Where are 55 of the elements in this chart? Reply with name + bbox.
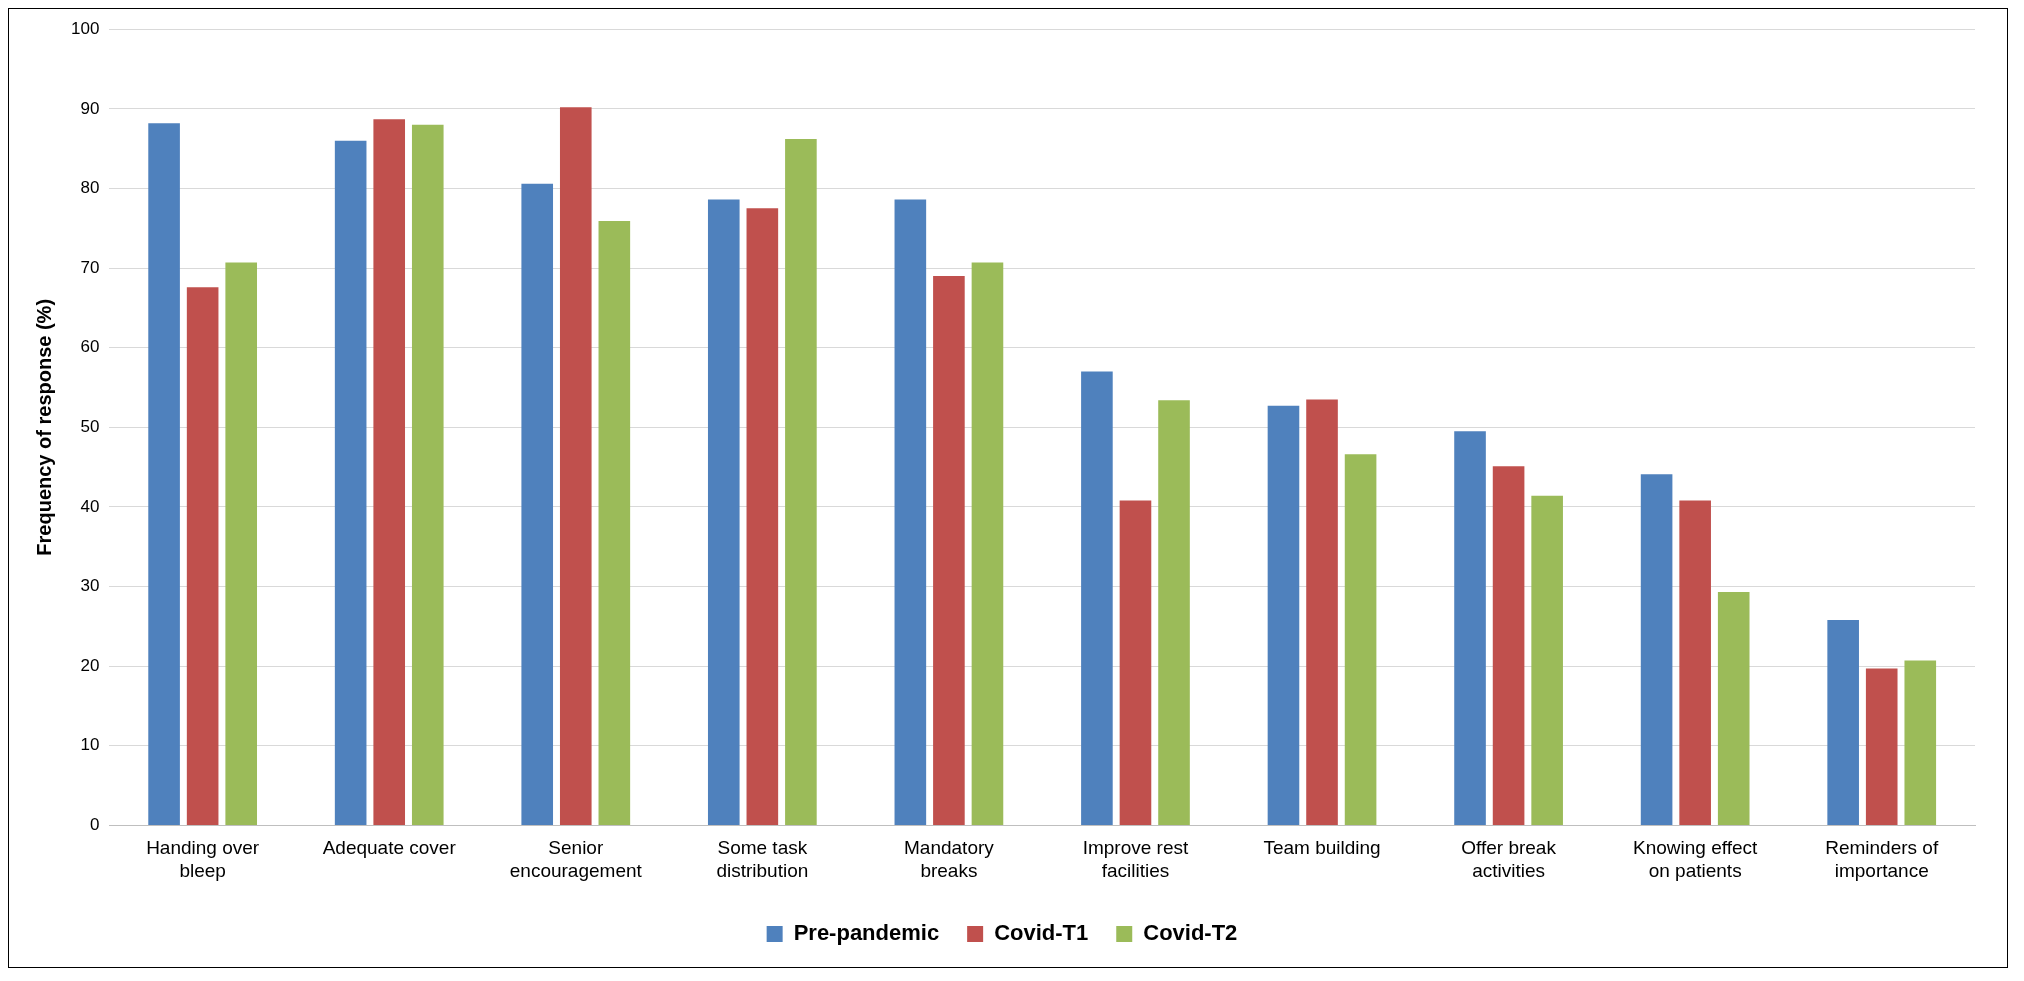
- legend-label: Pre-pandemic: [793, 920, 940, 946]
- y-axis-title: Frequency of response (%): [32, 298, 55, 556]
- x-tick-label: Reminders of importance: [1825, 837, 1939, 881]
- y-tick-label: 40: [80, 496, 100, 516]
- bar: [1454, 431, 1486, 825]
- x-tick-label: Senior encouragement: [509, 837, 643, 881]
- bar: [1640, 474, 1673, 825]
- y-tick-label: 70: [80, 257, 100, 277]
- bar: [1158, 400, 1190, 825]
- legend-label: Covid-T2: [1143, 920, 1238, 946]
- bar: [1344, 454, 1377, 825]
- bar: [746, 208, 779, 825]
- y-tick-label: 0: [89, 815, 100, 835]
- y-tick-label: 60: [80, 337, 100, 357]
- bar: [785, 139, 817, 825]
- y-tick-label: 30: [80, 576, 100, 596]
- bar: [707, 199, 740, 825]
- y-tick-label: 100: [70, 18, 100, 38]
- x-tick-label: Adequate cover: [322, 837, 457, 859]
- bar: [1827, 619, 1859, 825]
- bar: [1119, 500, 1152, 825]
- bar: [971, 262, 1004, 825]
- legend-label: Covid-T1: [994, 920, 1089, 946]
- bar: [411, 124, 444, 825]
- y-tick-label: 10: [80, 735, 100, 755]
- x-tick-label: Improve rest facilities: [1082, 837, 1189, 881]
- x-tick-label: Offer break activities: [1461, 837, 1557, 881]
- bar: [225, 262, 258, 825]
- bar: [1865, 668, 1898, 825]
- x-tick-label: Mandatory breaks: [904, 837, 995, 881]
- x-tick-label: Handing over bleep: [146, 837, 260, 881]
- y-tick-label: 90: [80, 98, 100, 118]
- bar: [559, 107, 592, 825]
- y-tick-label: 50: [80, 416, 100, 436]
- x-tick-label: Some task distribution: [716, 837, 809, 881]
- bar: [1717, 592, 1750, 825]
- bar: [933, 276, 965, 825]
- x-tick-label: Team building: [1263, 837, 1381, 859]
- x-tick-label: Knowing effect on patients: [1633, 837, 1759, 881]
- bar: [373, 119, 406, 825]
- y-tick-label: 20: [80, 655, 100, 675]
- bar: [1492, 466, 1525, 825]
- y-tick-label: 80: [80, 178, 100, 198]
- bar: [894, 199, 927, 825]
- bar: [1904, 660, 1937, 825]
- bar: [1267, 405, 1300, 825]
- bar: [521, 183, 554, 825]
- bar: [334, 140, 367, 825]
- bar: [1531, 495, 1563, 825]
- bar: [1081, 371, 1113, 825]
- bar: [148, 123, 180, 825]
- bar: [1306, 399, 1338, 825]
- bar: [598, 221, 631, 825]
- bar: [186, 287, 219, 825]
- bar: [1679, 500, 1711, 825]
